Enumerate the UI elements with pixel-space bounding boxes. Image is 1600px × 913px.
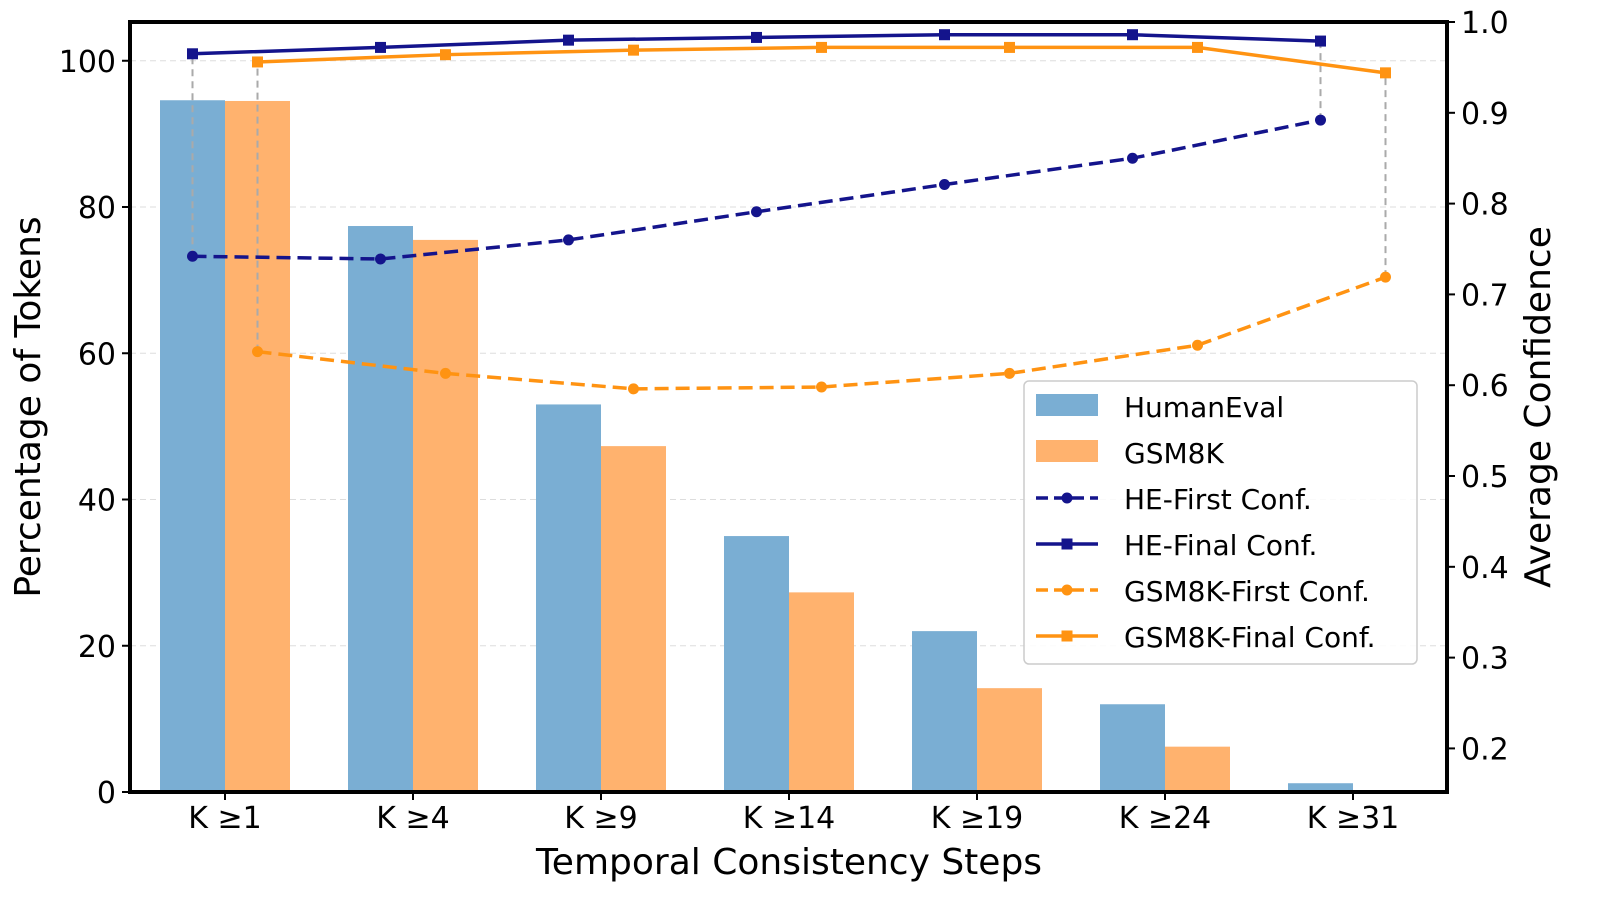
point-marker [440, 367, 451, 379]
point-marker [1315, 114, 1326, 126]
bar-gsm8k [789, 592, 854, 792]
point-marker [751, 31, 762, 43]
point-marker [1380, 271, 1391, 283]
legend-marker [1061, 584, 1073, 596]
point-marker [1192, 41, 1203, 53]
y-tick-label: 20 [78, 630, 116, 665]
y-tick-label: 60 [78, 337, 116, 372]
y2-tick-label: 0.4 [1461, 551, 1509, 586]
y-tick-label: 0 [97, 776, 116, 811]
point-marker [1004, 367, 1015, 379]
legend-marker [1061, 492, 1073, 504]
bars [160, 100, 1418, 793]
x-tick-label: K ≥9 [564, 801, 637, 836]
bar-gsm8k [1165, 746, 1230, 792]
point-marker [939, 29, 950, 41]
y2-tick-label: 0.5 [1461, 460, 1509, 495]
point-marker [816, 41, 827, 53]
legend: HumanEval GSM8K HE-First Conf. HE-Final Con… [1023, 380, 1418, 665]
legend-marker [1061, 538, 1073, 550]
bar-humaneval [1288, 783, 1353, 792]
point-marker [440, 49, 451, 61]
legend-label: HE-First Conf. [1124, 483, 1312, 516]
point-marker [628, 383, 639, 395]
legend-label: GSM8K [1124, 437, 1224, 470]
legend-box [1023, 380, 1418, 665]
bar-gsm8k [413, 239, 478, 792]
x-tick-label: K ≥14 [743, 801, 836, 836]
x-tick-label: K ≥19 [931, 801, 1024, 836]
axes: 0 20 40 60 80 100 0.2 0.3 0.4 0.5 0.6 0.7 0.8 0.9 1.0 K… [59, 6, 1509, 836]
point-marker [563, 34, 574, 46]
point-marker [1127, 29, 1138, 41]
legend-label: GSM8K-First Conf. [1124, 575, 1370, 608]
point-marker [751, 206, 762, 218]
point-marker [187, 250, 198, 262]
y2-tick-label: 0.9 [1461, 97, 1509, 132]
legend-label: HumanEval [1124, 391, 1284, 424]
y2-tick-label: 0.2 [1461, 732, 1509, 767]
bar-humaneval [1100, 704, 1165, 792]
x-tick-label: K ≥1 [188, 801, 261, 836]
y-tick-label: 40 [78, 484, 116, 519]
point-marker [375, 41, 386, 53]
y2-tick-label: 0.6 [1461, 369, 1509, 404]
y-axis-label: Percentage of Tokens [8, 216, 49, 597]
point-marker [1004, 41, 1015, 53]
y2-axis-label: Average Confidence [1518, 226, 1559, 588]
point-marker [816, 381, 827, 393]
point-marker [1192, 339, 1203, 351]
y2-tick-label: 0.7 [1461, 278, 1509, 313]
bar-gsm8k [601, 446, 666, 792]
y-tick-label: 80 [78, 191, 116, 226]
point-marker [252, 346, 263, 358]
y2-tick-label: 1.0 [1461, 6, 1509, 41]
x-tick-label: K ≥4 [376, 801, 449, 836]
bar-gsm8k [977, 688, 1042, 792]
plot-frame [128, 20, 1449, 794]
bar-humaneval [724, 536, 789, 792]
y2-tick-label: 0.8 [1461, 188, 1509, 223]
legend-swatch [1036, 440, 1098, 462]
x-axis-label: Temporal Consistency Steps [535, 842, 1042, 883]
confidence-lines [187, 29, 1391, 395]
bar-humaneval [912, 631, 977, 792]
legend-swatch [1036, 394, 1098, 416]
point-marker [1380, 67, 1391, 79]
y-tick-label: 100 [59, 45, 116, 80]
point-marker [563, 234, 574, 246]
bar-humaneval [536, 404, 601, 792]
point-marker [1127, 152, 1138, 164]
legend-label: GSM8K-Final Conf. [1124, 621, 1376, 654]
y2-tick-label: 0.3 [1461, 642, 1509, 677]
point-marker [375, 253, 386, 265]
point-marker [187, 48, 198, 60]
point-marker [252, 56, 263, 68]
bar-humaneval [348, 226, 413, 792]
legend-marker [1061, 630, 1073, 642]
x-tick-label: K ≥24 [1119, 801, 1212, 836]
point-marker [939, 179, 950, 191]
legend-label: HE-Final Conf. [1124, 529, 1317, 562]
point-marker [1315, 35, 1326, 47]
point-marker [628, 44, 639, 56]
x-tick-label: K ≥31 [1307, 801, 1400, 836]
first-final-connectors [191, 41, 1387, 352]
